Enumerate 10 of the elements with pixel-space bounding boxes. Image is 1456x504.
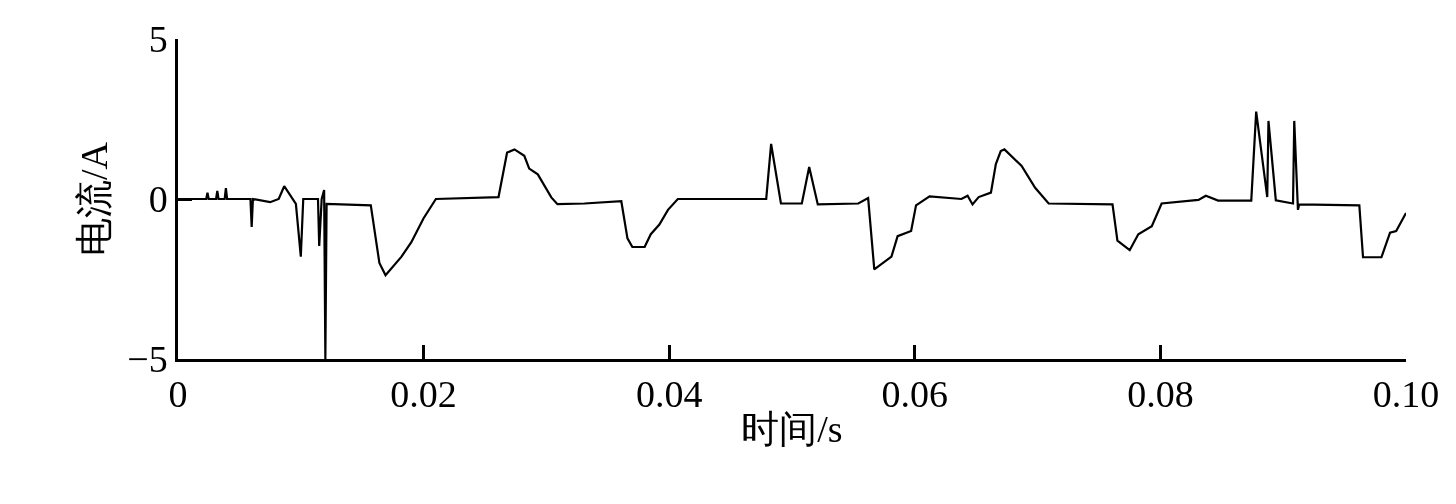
x-tick-label: 0.06 (881, 373, 949, 416)
x-tick-label: 0.04 (635, 373, 703, 416)
y-tick-label: −5 (127, 338, 168, 381)
y-tick-label: 5 (148, 18, 168, 61)
y-tick-label: 0 (148, 178, 168, 221)
x-tick-label: 0.08 (1127, 373, 1194, 416)
x-tick-label: 0.10 (1372, 373, 1440, 416)
y-axis-title: 电流/A (73, 141, 116, 256)
x-tick-label: 0.02 (390, 373, 457, 416)
x-axis-title: 时间/s (741, 408, 843, 451)
